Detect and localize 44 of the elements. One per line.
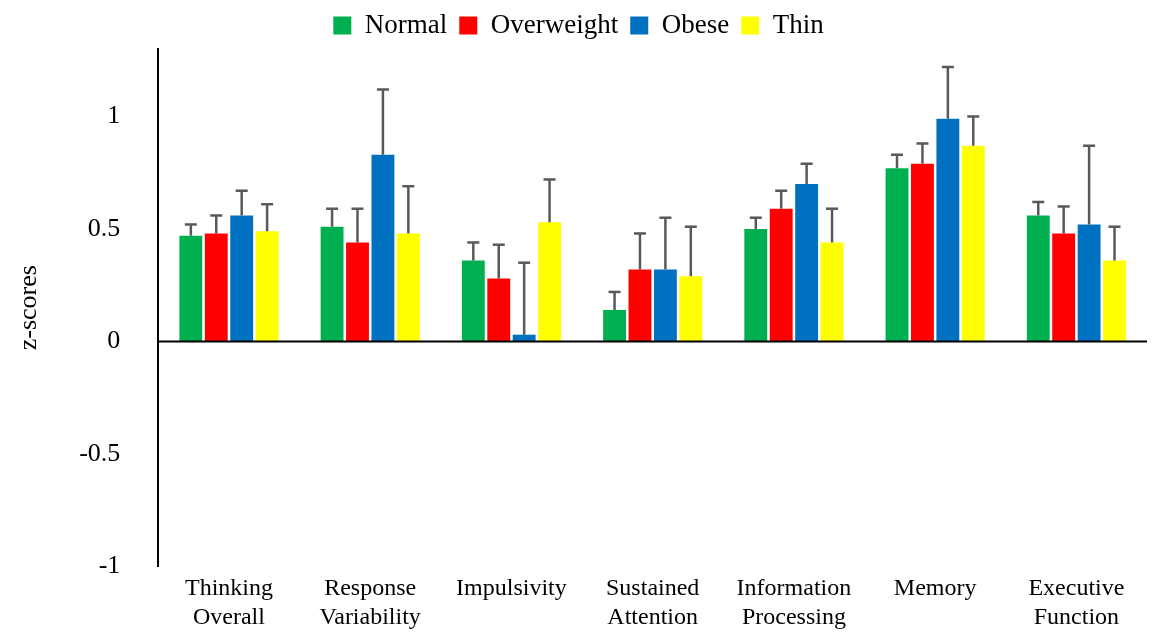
y-axis-title: z-scores (13, 265, 43, 351)
bar (885, 168, 909, 342)
bar (679, 276, 703, 342)
bar (371, 154, 395, 342)
bar (744, 228, 768, 342)
bar (603, 309, 626, 342)
bar (961, 145, 985, 342)
bar (230, 215, 254, 342)
bar (487, 278, 511, 342)
y-tick-label: 0.5 (87, 212, 121, 242)
legend-label: Thin (772, 8, 825, 39)
bar (179, 235, 203, 342)
x-tick-label: Executive Function (1028, 574, 1125, 629)
bar (204, 233, 228, 342)
x-tick-label: Information Processing (736, 574, 852, 629)
legend-label: Overweight (490, 8, 619, 39)
x-tick-label: Sustained Attention (606, 574, 700, 629)
y-tick-label: -1 (98, 550, 121, 580)
bar (820, 242, 844, 342)
x-tick-label: Memory (893, 574, 977, 601)
bar (461, 260, 485, 342)
y-tick-label: 1 (107, 100, 121, 130)
legend-label: Normal (364, 8, 448, 39)
bar (769, 208, 793, 342)
x-tick-label: Impulsivity (456, 574, 567, 601)
bar (628, 269, 652, 342)
x-tick-label: Thinking Overall (184, 574, 273, 629)
legend-label: Obese (661, 8, 730, 39)
bar (795, 183, 819, 342)
x-tick-label: Response Variability (319, 574, 421, 629)
bar (1052, 233, 1076, 342)
bar (320, 226, 344, 342)
bar (653, 269, 677, 342)
bar (1077, 224, 1101, 342)
y-tick-label: -0.5 (79, 437, 121, 467)
bar (911, 163, 934, 342)
bar (1026, 215, 1050, 342)
bar (346, 242, 369, 342)
bar (538, 222, 562, 342)
bar (396, 233, 420, 342)
bar (1103, 260, 1126, 342)
y-tick-label: 0 (107, 325, 121, 355)
bar (255, 231, 279, 342)
bar (936, 118, 960, 342)
